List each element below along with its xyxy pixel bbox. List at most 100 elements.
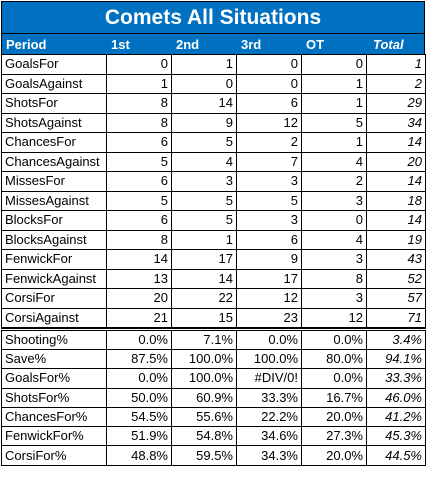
cell-total[interactable]: 43 <box>366 249 426 270</box>
cell-period-2[interactable]: 7.1% <box>171 328 237 350</box>
cell-period-3[interactable]: 17 <box>236 268 302 289</box>
cell-period-2[interactable]: 55.6% <box>171 406 237 428</box>
cell-total[interactable]: 34 <box>366 112 426 133</box>
row-label[interactable]: CorsiAgainst <box>1 307 107 328</box>
cell-period-1[interactable]: 51.9% <box>106 426 172 447</box>
cell-period-3[interactable]: 100.0% <box>236 348 302 370</box>
cell-total[interactable]: 19 <box>366 229 426 250</box>
row-label[interactable]: ChancesFor <box>1 132 107 153</box>
cell-period-3[interactable]: 22.2% <box>236 406 302 428</box>
row-label[interactable]: MissesFor <box>1 171 107 192</box>
cell-period-1[interactable]: 21 <box>106 307 172 328</box>
cell-total[interactable]: 14 <box>366 210 426 231</box>
cell-period-2[interactable]: 17 <box>171 249 237 270</box>
row-label[interactable]: ChancesAgainst <box>1 151 107 172</box>
cell-period-2[interactable]: 5 <box>171 190 237 211</box>
row-label[interactable]: ShotsFor <box>1 93 107 114</box>
cell-period-4[interactable]: 4 <box>301 151 367 172</box>
cell-total[interactable]: 52 <box>366 268 426 289</box>
cell-period-1[interactable]: 8 <box>106 93 172 114</box>
cell-period-4[interactable]: 2 <box>301 171 367 192</box>
cell-total[interactable]: 94.1% <box>366 348 426 370</box>
cell-period-4[interactable]: 80.0% <box>301 348 367 370</box>
cell-total[interactable]: 14 <box>366 171 426 192</box>
cell-period-1[interactable]: 13 <box>106 268 172 289</box>
cell-period-3[interactable]: 5 <box>236 190 302 211</box>
cell-period-1[interactable]: 48.8% <box>106 445 172 466</box>
row-label[interactable]: ChancesFor% <box>1 406 107 428</box>
cell-period-1[interactable]: 5 <box>106 151 172 172</box>
cell-period-4[interactable]: 8 <box>301 268 367 289</box>
cell-period-4[interactable]: 12 <box>301 307 367 328</box>
cell-period-2[interactable]: 4 <box>171 151 237 172</box>
cell-period-4[interactable]: 3 <box>301 288 367 309</box>
cell-period-2[interactable]: 1 <box>171 54 237 75</box>
cell-period-1[interactable]: 54.5% <box>106 406 172 428</box>
row-label[interactable]: BlocksFor <box>1 210 107 231</box>
cell-period-1[interactable]: 87.5% <box>106 348 172 370</box>
cell-period-4[interactable]: 3 <box>301 190 367 211</box>
row-label[interactable]: MissesAgainst <box>1 190 107 211</box>
cell-period-4[interactable]: 27.3% <box>301 426 367 447</box>
cell-total[interactable]: 33.3% <box>366 368 426 389</box>
cell-period-3[interactable]: 12 <box>236 288 302 309</box>
cell-period-3[interactable]: 23 <box>236 307 302 328</box>
cell-period-2[interactable]: 9 <box>171 112 237 133</box>
cell-period-1[interactable]: 0.0% <box>106 368 172 389</box>
cell-total[interactable]: 57 <box>366 288 426 309</box>
cell-period-1[interactable]: 1 <box>106 73 172 94</box>
cell-total[interactable]: 41.2% <box>366 406 426 428</box>
row-label[interactable]: Save% <box>1 348 107 370</box>
cell-period-1[interactable]: 6 <box>106 132 172 153</box>
row-label[interactable]: FenwickFor <box>1 249 107 270</box>
cell-period-3[interactable]: 2 <box>236 132 302 153</box>
cell-period-1[interactable]: 5 <box>106 190 172 211</box>
cell-period-3[interactable]: 7 <box>236 151 302 172</box>
cell-period-2[interactable]: 3 <box>171 171 237 192</box>
cell-period-3[interactable]: 6 <box>236 93 302 114</box>
cell-period-3[interactable]: 33.3% <box>236 387 302 408</box>
cell-period-2[interactable]: 14 <box>171 268 237 289</box>
cell-total[interactable]: 29 <box>366 93 426 114</box>
cell-period-4[interactable]: 0 <box>301 210 367 231</box>
cell-period-3[interactable]: #DIV/0! <box>236 368 302 389</box>
cell-total[interactable]: 71 <box>366 307 426 328</box>
row-label[interactable]: ShotsFor% <box>1 387 107 408</box>
cell-period-3[interactable]: 0 <box>236 54 302 75</box>
cell-period-4[interactable]: 0.0% <box>301 368 367 389</box>
cell-period-1[interactable]: 0 <box>106 54 172 75</box>
cell-period-4[interactable]: 1 <box>301 73 367 94</box>
cell-total[interactable]: 20 <box>366 151 426 172</box>
cell-period-2[interactable]: 22 <box>171 288 237 309</box>
cell-period-2[interactable]: 59.5% <box>171 445 237 466</box>
cell-period-2[interactable]: 15 <box>171 307 237 328</box>
row-label[interactable]: GoalsFor% <box>1 368 107 389</box>
row-label[interactable]: CorsiFor <box>1 288 107 309</box>
cell-period-4[interactable]: 3 <box>301 249 367 270</box>
cell-period-1[interactable]: 20 <box>106 288 172 309</box>
cell-period-2[interactable]: 54.8% <box>171 426 237 447</box>
cell-period-4[interactable]: 1 <box>301 93 367 114</box>
row-label[interactable]: GoalsAgainst <box>1 73 107 94</box>
cell-period-1[interactable]: 0.0% <box>106 328 172 350</box>
cell-period-2[interactable]: 5 <box>171 132 237 153</box>
cell-period-1[interactable]: 8 <box>106 229 172 250</box>
cell-period-3[interactable]: 3 <box>236 210 302 231</box>
cell-period-1[interactable]: 6 <box>106 171 172 192</box>
row-label[interactable]: FenwickAgainst <box>1 268 107 289</box>
cell-total[interactable]: 45.3% <box>366 426 426 447</box>
cell-period-4[interactable]: 0.0% <box>301 328 367 350</box>
cell-period-2[interactable]: 100.0% <box>171 348 237 370</box>
cell-period-3[interactable]: 34.6% <box>236 426 302 447</box>
row-label[interactable]: CorsiFor% <box>1 445 107 466</box>
cell-total[interactable]: 14 <box>366 132 426 153</box>
row-label[interactable]: ShotsAgainst <box>1 112 107 133</box>
cell-period-3[interactable]: 6 <box>236 229 302 250</box>
cell-period-2[interactable]: 100.0% <box>171 368 237 389</box>
cell-total[interactable]: 44.5% <box>366 445 426 466</box>
cell-period-4[interactable]: 5 <box>301 112 367 133</box>
cell-period-4[interactable]: 1 <box>301 132 367 153</box>
cell-period-1[interactable]: 14 <box>106 249 172 270</box>
cell-period-3[interactable]: 0.0% <box>236 328 302 350</box>
row-label[interactable]: GoalsFor <box>1 54 107 75</box>
